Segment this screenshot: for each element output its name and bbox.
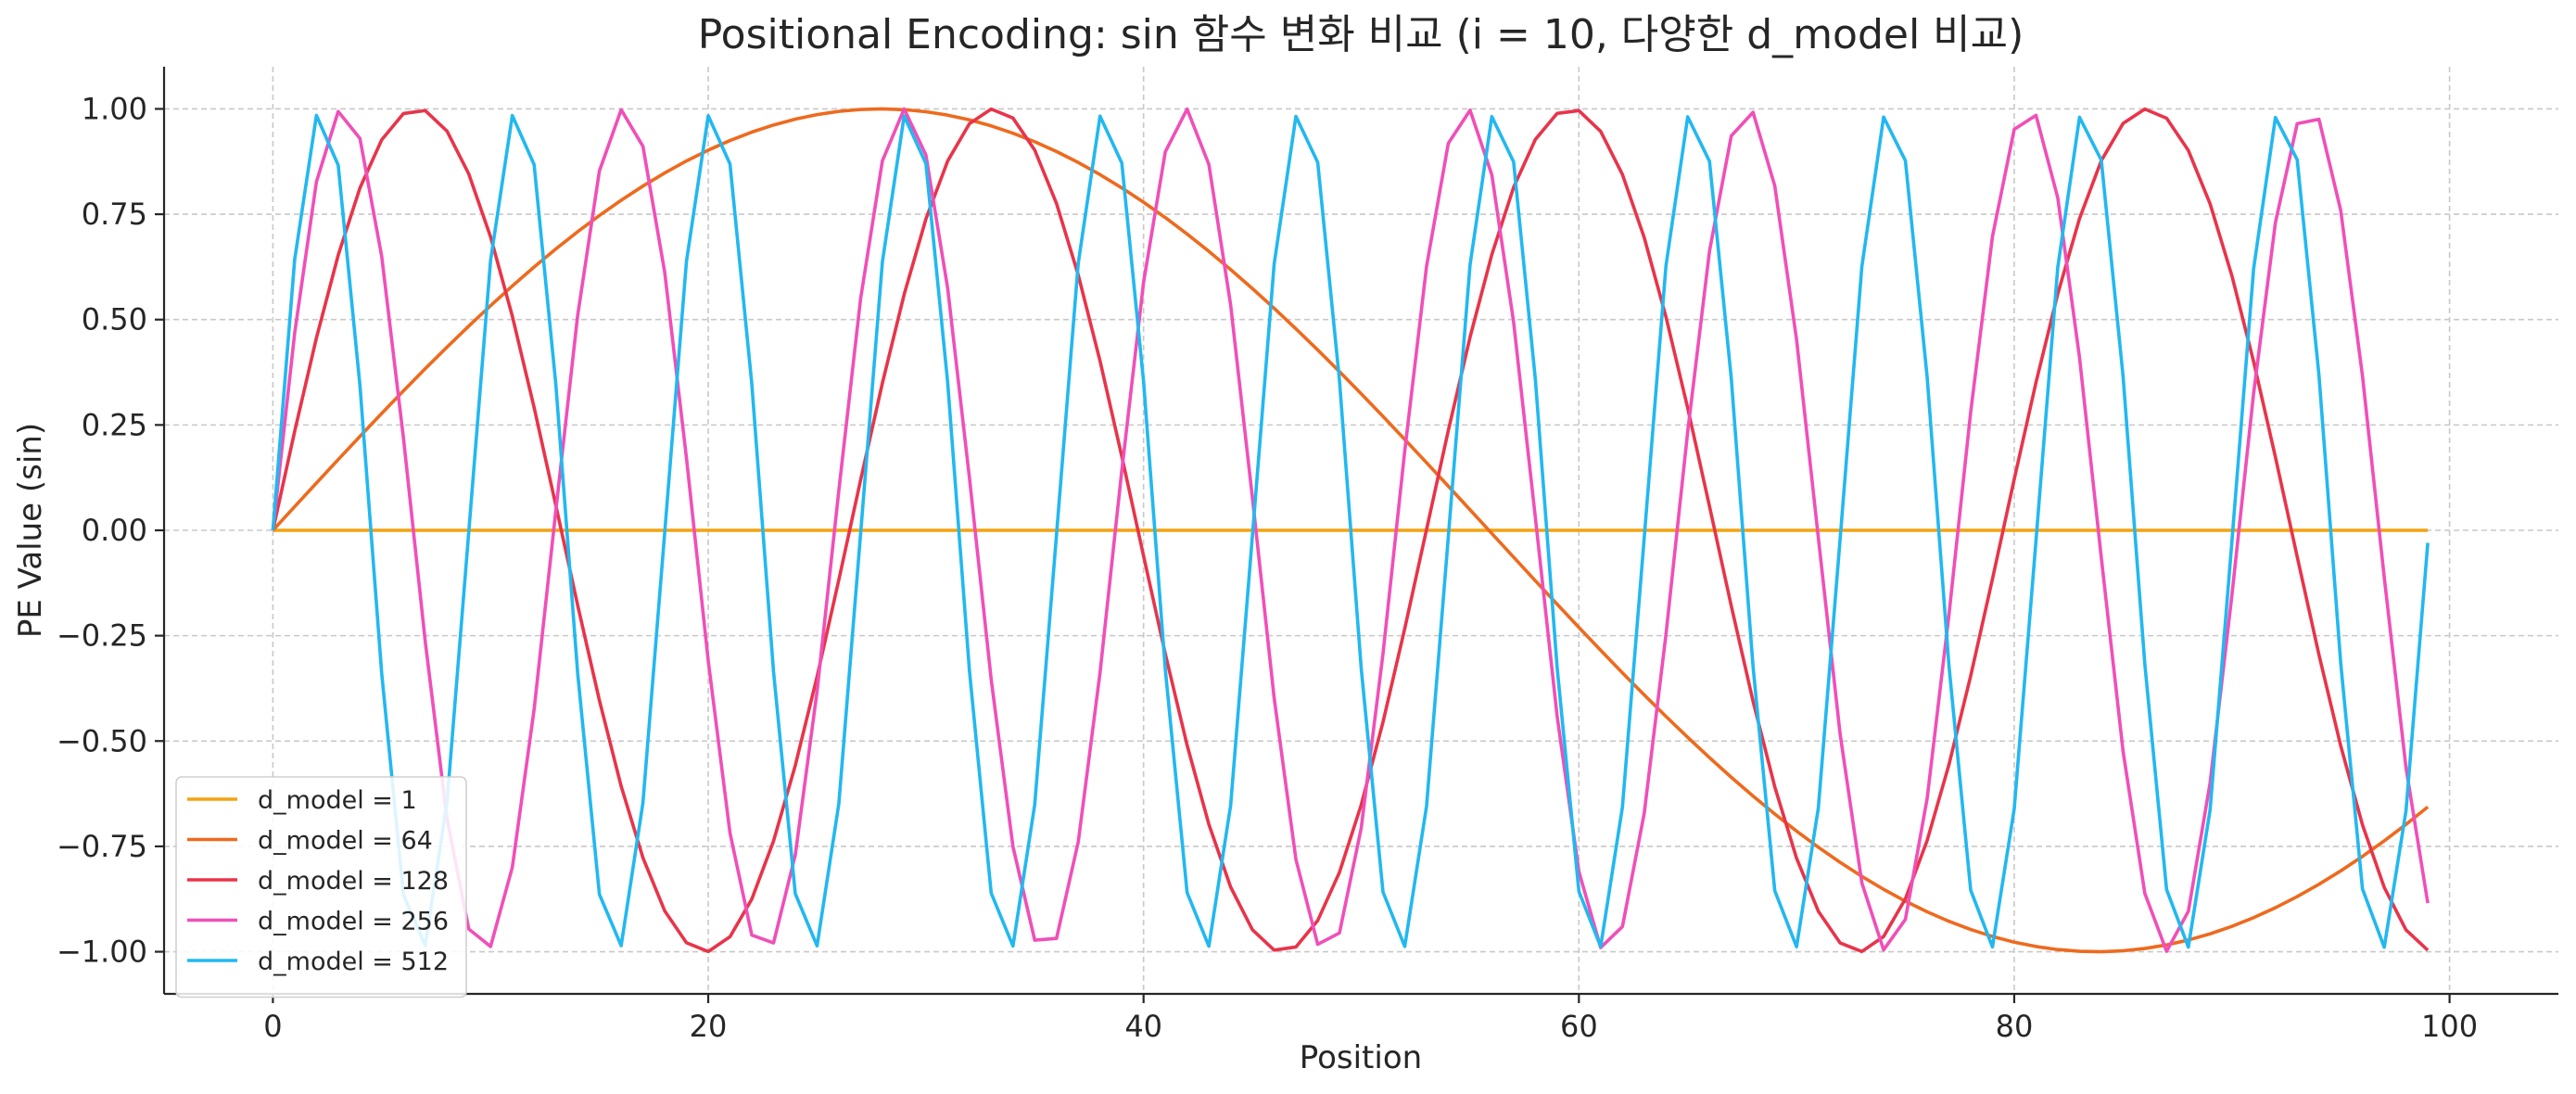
y-tick-label: 0.75 [82, 197, 147, 232]
series-lines [271, 107, 2430, 954]
legend-label: d_model = 1 [258, 786, 417, 815]
y-tick-label: 0.00 [82, 513, 147, 548]
y-tick-label: 1.00 [82, 91, 147, 126]
x-tick-label: 20 [690, 1009, 728, 1044]
series-line-d-model-128 [271, 107, 2430, 954]
axes [155, 67, 2558, 1003]
legend-box [175, 776, 467, 999]
series-line-d-model-512 [271, 113, 2430, 949]
x-tick-label: 100 [2421, 1009, 2478, 1044]
x-tick-label: 60 [1560, 1009, 1598, 1044]
y-tick-label: −0.50 [57, 723, 147, 758]
series-line-d-model-256 [271, 107, 2430, 953]
y-tick-label: 0.25 [82, 407, 147, 442]
y-axis-label: PE Value (sin) [12, 423, 49, 638]
y-tick-label: 0.50 [82, 302, 147, 337]
chart-title: Positional Encoding: sin 함수 변화 비교 (i = 1… [698, 11, 2024, 58]
x-tick-label: 0 [263, 1009, 282, 1044]
legend-label: d_model = 256 [258, 908, 449, 936]
legend: d_model = 1 d_model = 64 d_model = 128 d_mo… [175, 776, 467, 999]
tick-labels: 0 20 40 60 80 100 −1.00 −0.75 −0.50 −0.25 0.00 0.25… [57, 91, 2478, 1044]
x-tick-label: 40 [1124, 1009, 1162, 1044]
y-tick-label: −0.75 [57, 829, 147, 864]
y-tick-label: −1.00 [57, 935, 147, 970]
legend-label: d_model = 128 [258, 867, 449, 896]
x-tick-label: 80 [1996, 1009, 2034, 1044]
x-axis-label: Position [1300, 1039, 1422, 1076]
series-line-d-model-64 [272, 107, 2430, 954]
y-tick-label: −0.25 [57, 618, 147, 654]
legend-label: d_model = 512 [258, 948, 449, 976]
legend-label: d_model = 64 [258, 827, 433, 856]
